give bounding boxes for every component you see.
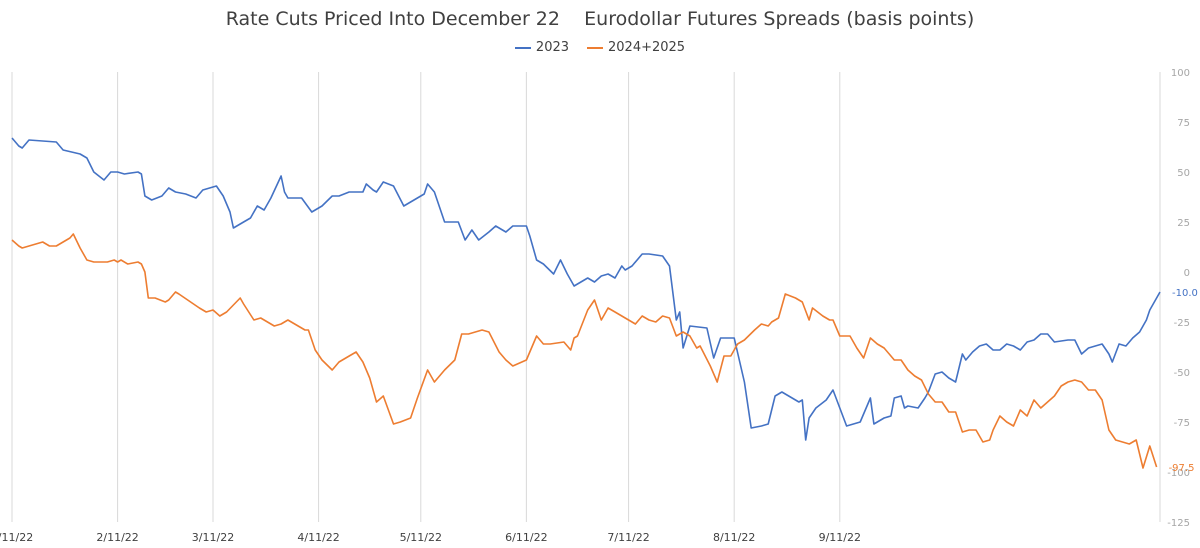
y-tick-label: 25 bbox=[1177, 218, 1190, 229]
y-tick-label: -125 bbox=[1167, 518, 1190, 529]
x-tick-label: 9/11/22 bbox=[819, 531, 861, 544]
x-tick-label: 6/11/22 bbox=[505, 531, 547, 544]
series-line-0 bbox=[11, 137, 1161, 441]
legend-label-2024-2025: 2024+2025 bbox=[608, 40, 686, 55]
y-tick-label: 0 bbox=[1184, 268, 1190, 279]
y-tick-label: -25 bbox=[1174, 318, 1190, 329]
chart-title: Rate Cuts Priced Into December 22 Eurodo… bbox=[225, 8, 975, 30]
legend-item-2024-2025[interactable]: 2024+2025 bbox=[587, 40, 685, 55]
y-tick-label: -50 bbox=[1174, 368, 1190, 379]
legend-swatch-2024-2025 bbox=[587, 46, 604, 49]
x-tick-label: 8/11/22 bbox=[713, 531, 755, 544]
x-tick-label: 5/11/22 bbox=[400, 531, 442, 544]
y-tick-label: 100 bbox=[1171, 68, 1190, 79]
legend-item-2023[interactable]: 2023 bbox=[514, 40, 570, 55]
y-tick-label: -100 bbox=[1167, 468, 1190, 479]
legend-label-2023: 2023 bbox=[535, 40, 570, 55]
legend-swatch-2023 bbox=[514, 46, 531, 49]
y-tick-label: -75 bbox=[1174, 418, 1190, 429]
x-tick-label: 2/11/22 bbox=[96, 531, 138, 544]
series-line-1 bbox=[11, 233, 1158, 469]
series-end-label-1: -97.5 bbox=[1169, 463, 1195, 474]
legend: 2023 2024+2025 bbox=[0, 40, 1200, 55]
x-tick-label: 1/11/22 bbox=[0, 531, 33, 544]
x-tick-label: 3/11/22 bbox=[192, 531, 234, 544]
x-tick-label: 7/11/22 bbox=[607, 531, 649, 544]
x-tick-label: 4/11/22 bbox=[297, 531, 339, 544]
series-end-label-0: -10.0 bbox=[1172, 288, 1198, 299]
y-tick-label: 50 bbox=[1177, 168, 1190, 179]
y-tick-label: 75 bbox=[1177, 118, 1190, 129]
